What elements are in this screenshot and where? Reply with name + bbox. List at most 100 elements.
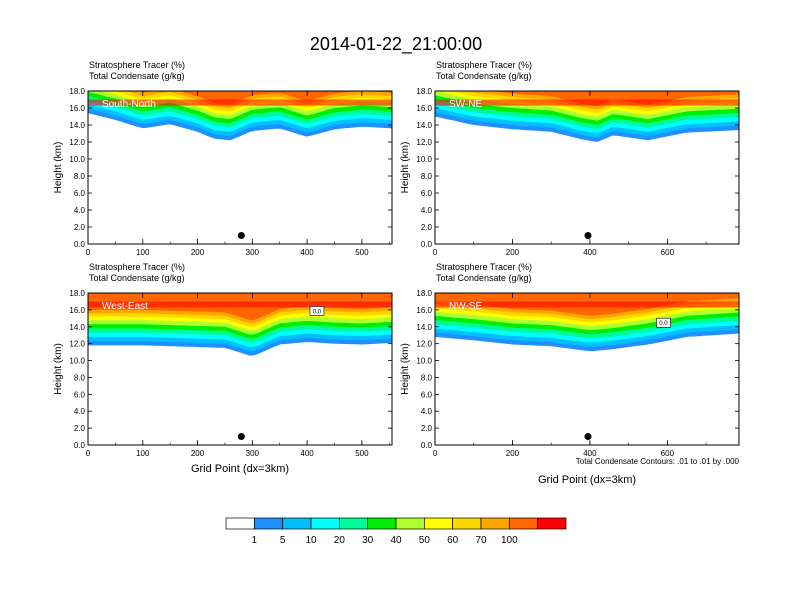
x-axis: 0 200 400 600 bbox=[433, 91, 707, 257]
x-tick-label: 200 bbox=[506, 449, 520, 458]
x-tick-label: 500 bbox=[355, 449, 369, 458]
location-marker bbox=[584, 433, 592, 441]
y-tick-label: 0.0 bbox=[421, 441, 433, 450]
x-tick-label: 600 bbox=[661, 248, 675, 257]
contour-note: Total Condensate Contours: .01 to .01 by… bbox=[576, 457, 740, 466]
x-axis: 0 200 400 600 bbox=[433, 293, 707, 458]
panel-header-tracer: Stratosphere Tracer (%) bbox=[436, 262, 532, 272]
y-tick-label: 16.0 bbox=[416, 104, 432, 113]
colorbar-label: 60 bbox=[447, 535, 459, 546]
colorbar-box bbox=[452, 517, 482, 530]
colorbar-label: 40 bbox=[390, 535, 402, 546]
tracer-top-band bbox=[435, 99, 739, 106]
y-tick-label: 0.0 bbox=[74, 240, 86, 249]
x-tick-label: 0 bbox=[433, 449, 438, 458]
x-tick-label: 400 bbox=[300, 248, 314, 257]
x-tick-label: 0 bbox=[86, 449, 91, 458]
colorbar-box bbox=[282, 517, 312, 530]
contour-label: 0.0 bbox=[313, 309, 322, 315]
y-tick-label: 4.0 bbox=[74, 206, 86, 215]
tracer-top-band bbox=[435, 301, 739, 308]
contour-label-box bbox=[309, 306, 325, 316]
y-tick-label: 14.0 bbox=[416, 121, 432, 130]
y-tick-label: 12.0 bbox=[69, 340, 85, 349]
x-tick-label: 600 bbox=[661, 449, 675, 458]
contour-label-box bbox=[656, 317, 671, 328]
y-tick-label: 8.0 bbox=[421, 373, 433, 382]
colorbar-label: 1 bbox=[252, 535, 258, 546]
y-tick-label: 10.0 bbox=[69, 155, 85, 164]
colorbar-box bbox=[338, 517, 369, 530]
location-marker bbox=[584, 232, 592, 239]
y-tick-label: 18.0 bbox=[416, 289, 432, 298]
colorbar-label: 10 bbox=[305, 535, 317, 546]
x-axis-label-right: Grid Point (dx=3km) bbox=[538, 474, 636, 486]
x-tick-label: 100 bbox=[136, 449, 150, 458]
tracer-field bbox=[88, 91, 392, 141]
y-tick-label: 8.0 bbox=[421, 172, 433, 181]
y-axis: 0.0 2.0 4.0 6.0 8.0 10.0 12.0 14.0 16.0 18.0 Heigh… bbox=[400, 87, 739, 249]
y-tick-label: 6.0 bbox=[421, 390, 433, 399]
x-tick-label: 400 bbox=[300, 449, 314, 458]
panel-header-condensate: Total Condensate (g/kg) bbox=[89, 71, 185, 81]
y-axis-label: Height (km) bbox=[53, 343, 64, 395]
y-tick-label: 12.0 bbox=[416, 340, 432, 349]
y-tick-label: 12.0 bbox=[416, 138, 432, 147]
panel-west-east: Stratosphere Tracer (%)Total Condensate … bbox=[53, 262, 393, 458]
y-tick-label: 6.0 bbox=[74, 189, 86, 198]
plot-frame bbox=[87, 292, 393, 446]
x-tick-label: 300 bbox=[246, 449, 260, 458]
panel-header-condensate: Total Condensate (g/kg) bbox=[436, 71, 532, 81]
y-axis: 0.0 2.0 4.0 6.0 8.0 10.0 12.0 14.0 16.0 18.0 Heigh… bbox=[400, 289, 739, 450]
y-tick-label: 2.0 bbox=[421, 424, 433, 433]
colorbar-box bbox=[508, 517, 539, 530]
y-tick-label: 8.0 bbox=[74, 373, 86, 382]
colorbar: 1 5 10 20 30 40 50 60 70 100 bbox=[225, 517, 567, 546]
location-marker bbox=[237, 433, 245, 441]
plot-frame bbox=[87, 90, 393, 245]
colorbar-label: 30 bbox=[362, 535, 374, 546]
figure-title: 2014-01-22_21:00:00 bbox=[310, 34, 482, 55]
plot-frame bbox=[434, 292, 740, 446]
panel-nw-se: Stratosphere Tracer (%)Total Condensate … bbox=[400, 262, 740, 458]
y-tick-label: 0.0 bbox=[74, 441, 86, 450]
y-tick-label: 6.0 bbox=[421, 189, 433, 198]
colorbar-label: 20 bbox=[334, 535, 346, 546]
x-axis-label-left: Grid Point (dx=3km) bbox=[191, 463, 289, 475]
panel-header-condensate: Total Condensate (g/kg) bbox=[89, 273, 185, 283]
y-axis: 0.0 2.0 4.0 6.0 8.0 10.0 12.0 14.0 16.0 18.0 Heigh… bbox=[53, 87, 392, 249]
colorbar-label: 50 bbox=[419, 535, 431, 546]
x-tick-label: 400 bbox=[583, 248, 597, 257]
x-tick-label: 100 bbox=[136, 248, 150, 257]
panel-sw-ne: Stratosphere Tracer (%)Total Condensate … bbox=[400, 60, 740, 257]
y-tick-label: 16.0 bbox=[69, 306, 85, 315]
y-tick-label: 14.0 bbox=[69, 323, 85, 332]
panel-south-north: Stratosphere Tracer (%)Total Condensate … bbox=[53, 60, 393, 257]
section-label: NW-SE bbox=[449, 301, 482, 312]
y-tick-label: 18.0 bbox=[69, 289, 85, 298]
y-tick-label: 0.0 bbox=[421, 240, 433, 249]
colorbar-box bbox=[423, 517, 454, 530]
colorbar-box bbox=[537, 517, 567, 530]
colorbar-label: 5 bbox=[280, 535, 286, 546]
x-axis: 0 100 200 300 400 500 bbox=[86, 293, 390, 458]
y-tick-label: 4.0 bbox=[421, 407, 433, 416]
panel-header-tracer: Stratosphere Tracer (%) bbox=[436, 60, 532, 70]
x-tick-label: 0 bbox=[86, 248, 91, 257]
x-tick-label: 400 bbox=[583, 449, 597, 458]
y-tick-label: 2.0 bbox=[421, 223, 433, 232]
colorbar-box bbox=[367, 517, 397, 530]
x-tick-label: 300 bbox=[246, 248, 260, 257]
y-tick-label: 10.0 bbox=[416, 357, 432, 366]
location-marker bbox=[237, 232, 245, 239]
plot-frame bbox=[434, 90, 740, 245]
tracer-top-band bbox=[88, 99, 392, 106]
x-tick-label: 500 bbox=[355, 248, 369, 257]
section-label: SW-NE bbox=[449, 99, 482, 110]
x-axis: 0 100 200 300 400 500 bbox=[86, 91, 390, 257]
x-tick-label: 200 bbox=[506, 248, 520, 257]
colorbar-box bbox=[480, 517, 510, 530]
y-tick-label: 18.0 bbox=[69, 87, 85, 96]
contour-label: 0.0 bbox=[659, 321, 668, 327]
